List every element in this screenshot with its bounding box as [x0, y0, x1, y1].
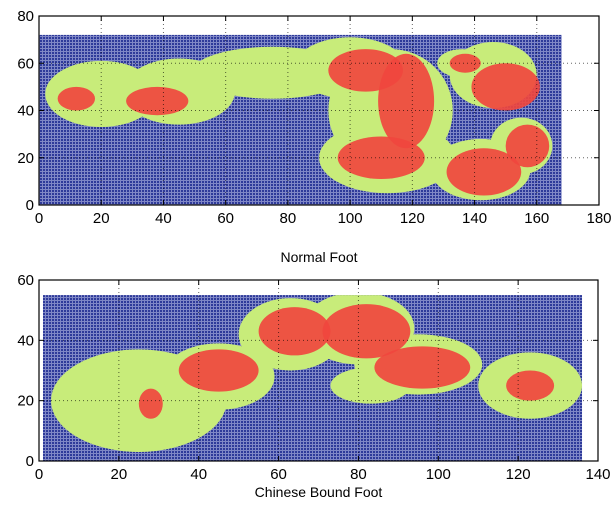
high-pressure-region	[471, 63, 540, 111]
y-tick-label: 20	[17, 150, 34, 167]
y-tick-label: 40	[17, 332, 34, 349]
x-tick-label: 140	[462, 210, 487, 227]
x-tick-label: 60	[270, 466, 287, 483]
x-tick-label: 40	[155, 210, 172, 227]
x-tick-label: 140	[585, 466, 610, 483]
high-pressure-region	[322, 304, 411, 359]
x-axis-title: Chinese Bound Foot	[255, 484, 383, 500]
x-tick-label: 0	[35, 466, 43, 483]
footprint	[45, 37, 553, 201]
x-tick-label: 20	[111, 466, 128, 483]
high-pressure-region	[378, 53, 435, 149]
x-tick-label: 20	[93, 210, 110, 227]
high-pressure-region	[446, 148, 522, 196]
y-tick-label: 40	[17, 103, 34, 120]
high-pressure-region	[337, 136, 425, 180]
y-tick-label: 60	[17, 55, 34, 72]
high-pressure-region	[449, 53, 481, 73]
x-axis-title: Normal Foot	[280, 249, 357, 265]
y-tick-label: 20	[17, 393, 34, 410]
high-pressure-region	[138, 388, 163, 419]
axes-frame	[38, 279, 599, 462]
y-tick-label: 0	[26, 453, 34, 470]
x-tick-label: 80	[350, 466, 367, 483]
high-pressure-region	[505, 124, 550, 168]
normal-foot-plot: 0 20 40 60 80 100 120 140 160 180 0 20 40 60 80 Normal …	[17, 8, 611, 265]
x-tick-label: 120	[400, 210, 425, 227]
y-tick-label: 80	[17, 8, 34, 25]
footprint	[50, 295, 583, 452]
high-pressure-region	[258, 307, 331, 356]
x-tick-label: 100	[426, 466, 451, 483]
y-tick-label: 60	[17, 272, 34, 289]
x-tick-label: 60	[217, 210, 234, 227]
high-pressure-region	[506, 370, 555, 401]
high-pressure-region	[178, 349, 259, 392]
high-pressure-region	[374, 346, 471, 389]
x-tick-label: 0	[35, 210, 43, 227]
x-tick-label: 40	[190, 466, 207, 483]
high-pressure-region	[126, 86, 189, 116]
x-tick-label: 80	[280, 210, 297, 227]
x-tick-label: 160	[524, 210, 549, 227]
x-tick-label: 100	[338, 210, 363, 227]
x-tick-label: 180	[586, 210, 611, 227]
y-tick-label: 0	[26, 197, 34, 214]
high-pressure-region	[57, 86, 95, 111]
x-tick-label: 120	[506, 466, 531, 483]
